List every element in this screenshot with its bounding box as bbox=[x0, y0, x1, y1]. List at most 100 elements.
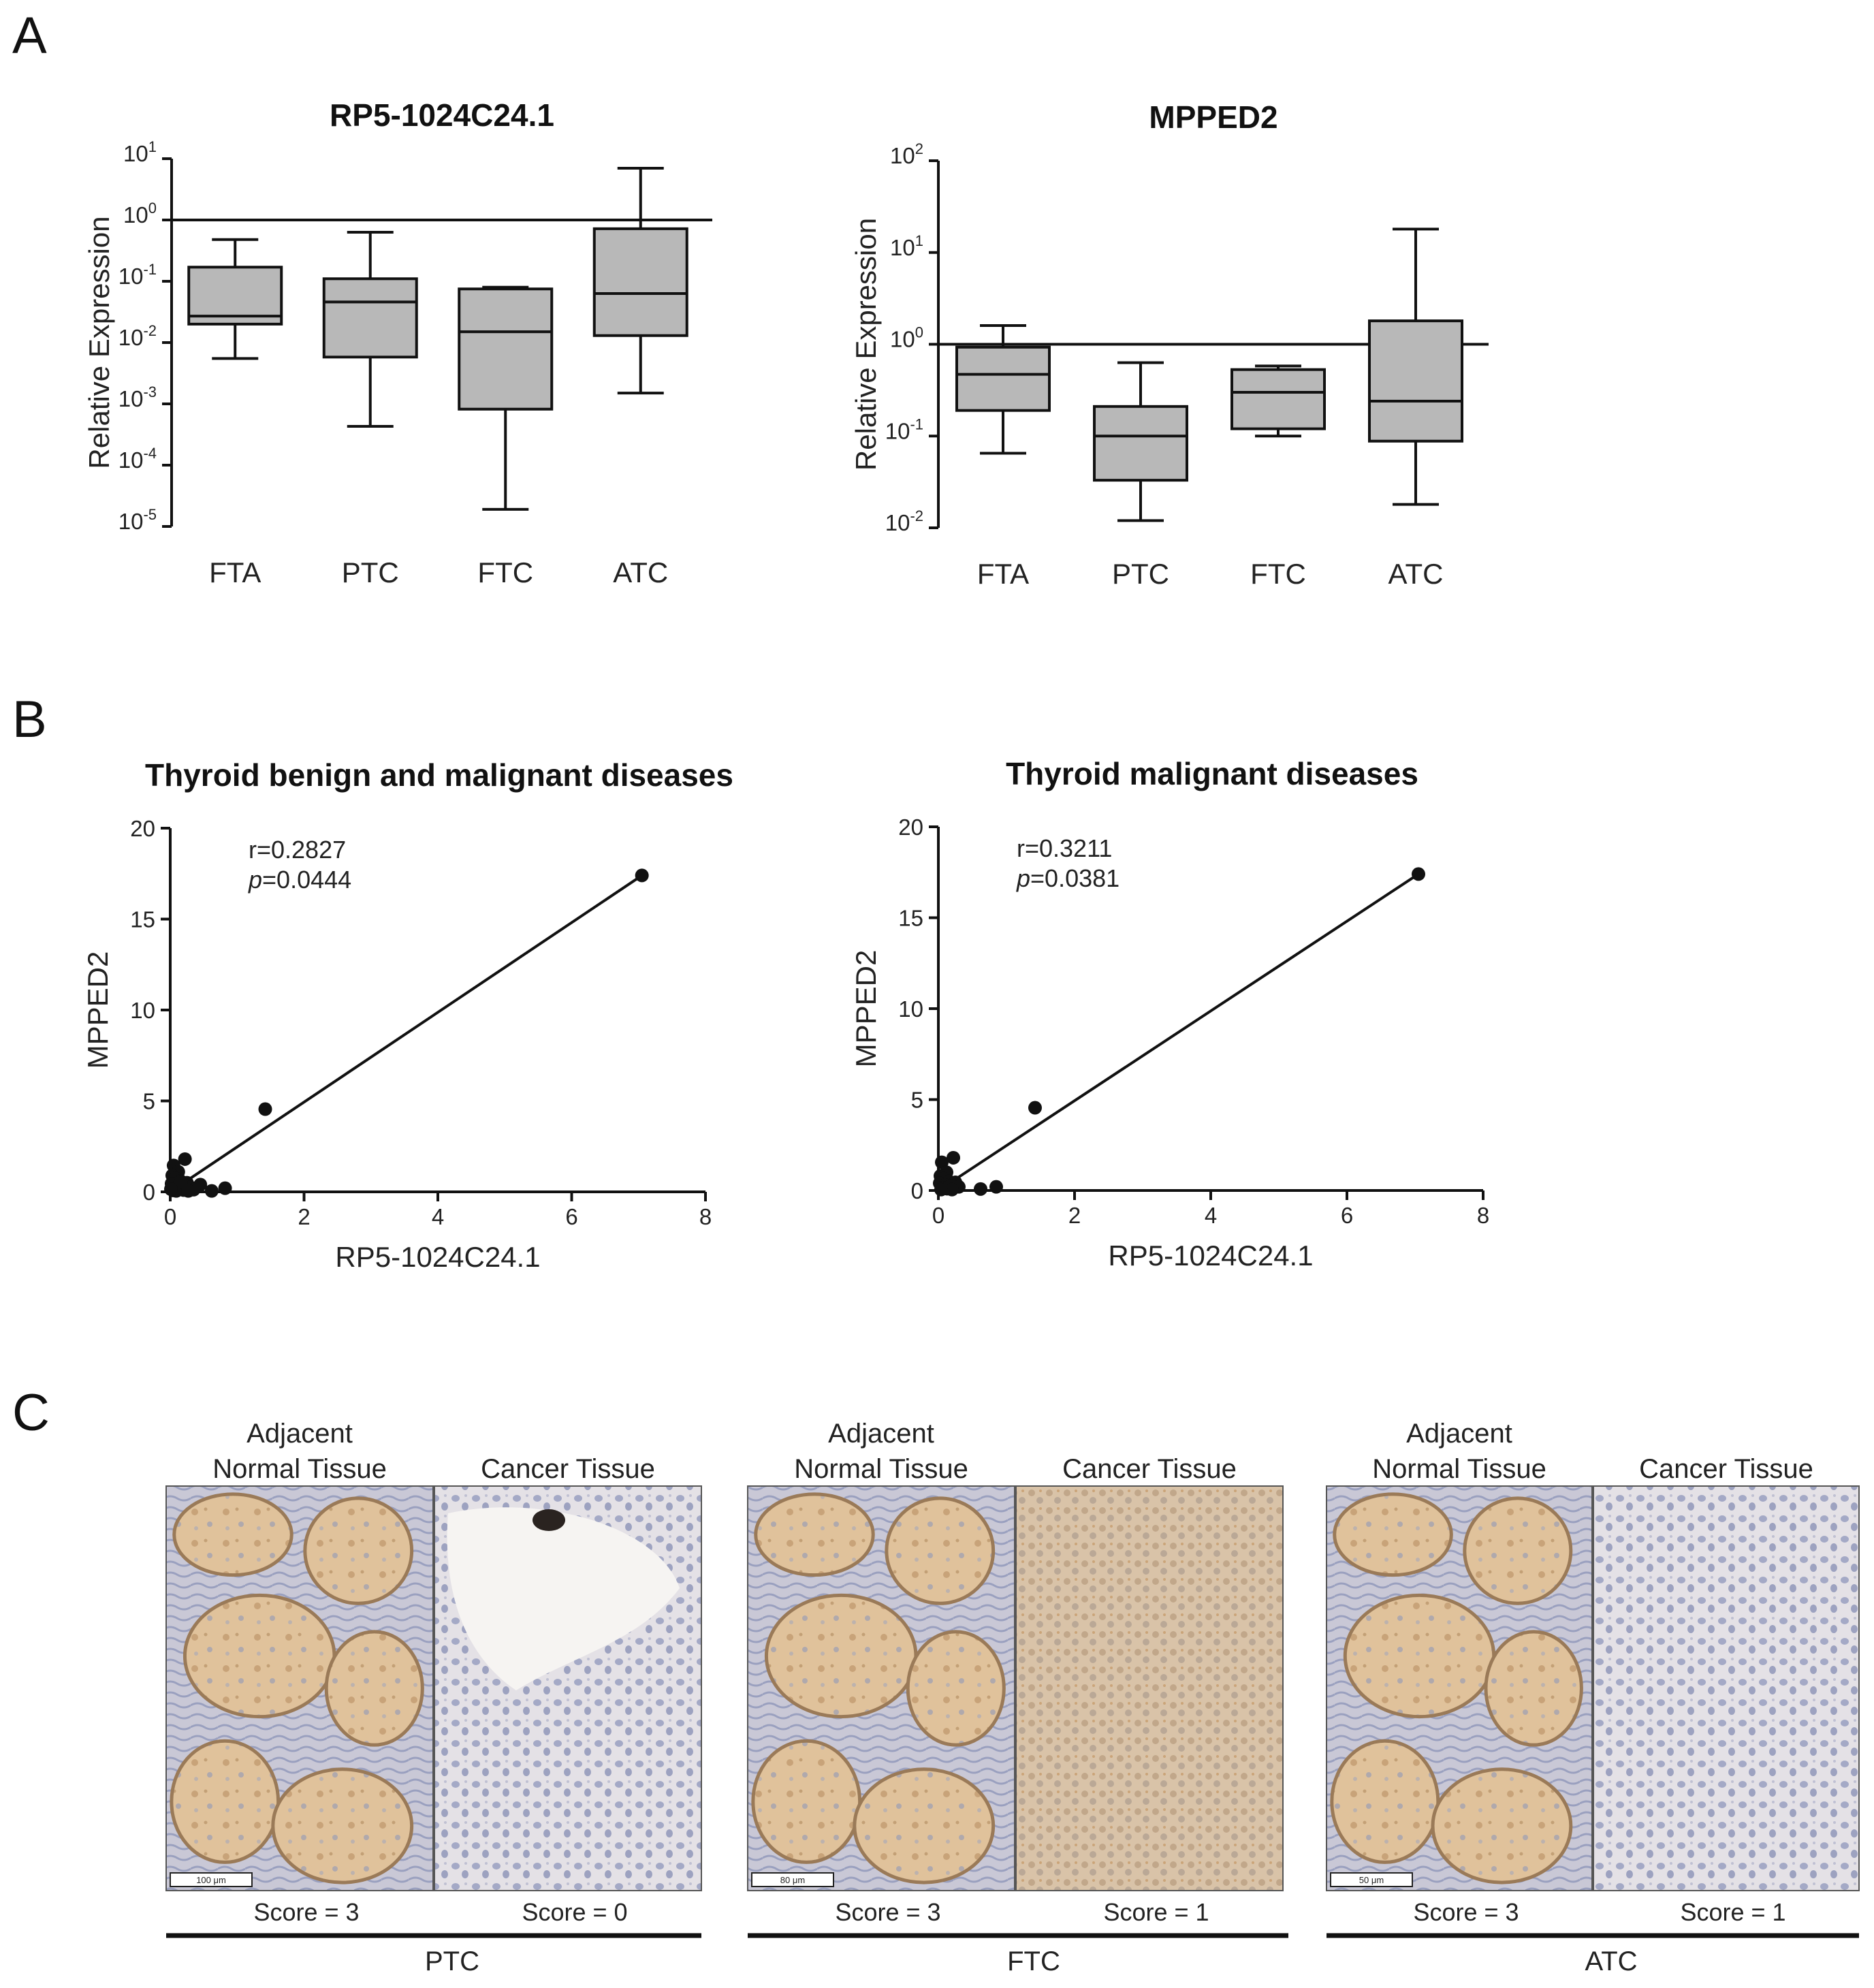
normal-tissue-image: 50 μm bbox=[1326, 1485, 1593, 1891]
data-point bbox=[178, 1152, 192, 1166]
follicle bbox=[754, 1492, 875, 1577]
debris bbox=[533, 1509, 565, 1531]
cancer-label: Cancer Tissue bbox=[1639, 1454, 1813, 1484]
score-normal: Score = 3 bbox=[835, 1898, 940, 1926]
y-axis-label: MPPED2 bbox=[850, 950, 882, 1068]
data-point bbox=[947, 1150, 960, 1165]
follicle bbox=[172, 1492, 293, 1577]
score-cancer: Score = 1 bbox=[1103, 1898, 1209, 1926]
scatter-malignant: Thyroid malignant diseases 0 5 10 15 20 0 2 4 6 8 R… bbox=[850, 756, 1489, 1272]
ihc-panel: Adjacent Normal Tissue Cancer Tissue 100 μm… bbox=[165, 1419, 1860, 1976]
iqr-box bbox=[1093, 405, 1188, 482]
image-border bbox=[165, 1485, 434, 1891]
cancer-label: Cancer Tissue bbox=[481, 1454, 655, 1484]
y-tick-label: 10 bbox=[130, 998, 155, 1023]
x-tick-label: 8 bbox=[699, 1204, 712, 1229]
y-tick-label: 10-3 bbox=[118, 383, 157, 411]
score-cancer: Score = 0 bbox=[522, 1898, 627, 1926]
adjacent-label-line1: Adjacent bbox=[247, 1419, 353, 1449]
data-point bbox=[989, 1180, 1003, 1194]
ihc-group-ftc: Adjacent Normal Tissue Cancer Tissue 80 μm S… bbox=[747, 1419, 1288, 1976]
follicle bbox=[764, 1593, 918, 1719]
x-category-label: ATC bbox=[613, 556, 668, 588]
box-plot-mpped2: MPPED2 102 101 100 10-1 10-2 Relative Expressi… bbox=[850, 99, 1489, 590]
correlation-r: r=0.2827 bbox=[249, 836, 346, 864]
box-atc bbox=[592, 166, 688, 395]
data-point bbox=[174, 1175, 188, 1189]
data-point bbox=[934, 1182, 948, 1197]
iqr-box bbox=[1368, 319, 1463, 443]
y-axis-label: Relative Expression bbox=[83, 216, 115, 469]
normal-tissue-image: 80 μm bbox=[747, 1485, 1015, 1891]
ihc-group-atc: Adjacent Normal Tissue Cancer Tissue 50 μm S… bbox=[1326, 1419, 1860, 1976]
score-cancer: Score = 1 bbox=[1680, 1898, 1785, 1926]
data-point bbox=[218, 1181, 232, 1195]
scale-bar-label: 50 μm bbox=[1359, 1875, 1384, 1885]
box-fta bbox=[187, 238, 283, 360]
follicle bbox=[303, 1496, 414, 1605]
data-point bbox=[1412, 867, 1425, 881]
x-category-label: FTC bbox=[477, 556, 533, 588]
scale-bar-label: 100 μm bbox=[196, 1875, 226, 1885]
y-tick-label: 100 bbox=[890, 324, 923, 352]
data-point bbox=[1028, 1101, 1042, 1115]
adjacent-label-line1: Adjacent bbox=[828, 1419, 934, 1449]
scale-bar bbox=[751, 1872, 834, 1887]
box-ptc bbox=[1093, 361, 1188, 522]
p-value: p=0.0444 bbox=[248, 866, 351, 894]
y-tick-label: 10-4 bbox=[118, 445, 157, 473]
data-point bbox=[258, 1102, 272, 1116]
x-tick-label: 0 bbox=[932, 1203, 944, 1228]
cancer-cells bbox=[1593, 1486, 1859, 1891]
cancer-label: Cancer Tissue bbox=[1062, 1454, 1237, 1484]
y-tick-label: 10 bbox=[898, 996, 923, 1022]
x-tick-label: 4 bbox=[1205, 1203, 1217, 1228]
chart-title: Thyroid malignant diseases bbox=[1006, 756, 1418, 791]
score-normal: Score = 3 bbox=[1413, 1898, 1519, 1926]
cancer-tissue-image bbox=[434, 1485, 702, 1891]
scale-bar bbox=[1330, 1872, 1413, 1887]
y-axis-label: MPPED2 bbox=[82, 951, 114, 1069]
box-plot-rp5: RP5-1024C24.1 101 100 10-1 10-2 10-3 10-4 10-5 R… bbox=[83, 97, 712, 588]
cancer-cells bbox=[1016, 1486, 1283, 1891]
follicle bbox=[885, 1496, 996, 1605]
x-axis-label: RP5-1024C24.1 bbox=[335, 1241, 540, 1273]
box-ftc bbox=[458, 285, 554, 511]
chart-title: MPPED2 bbox=[1149, 99, 1277, 135]
y-tick-label: 102 bbox=[890, 140, 923, 168]
scatter-benign-malignant: Thyroid benign and malignant diseases 0 5 1… bbox=[82, 757, 733, 1273]
group-label: PTC bbox=[425, 1946, 479, 1976]
correlation-r: r=0.3211 bbox=[1017, 834, 1112, 862]
x-tick-label: 6 bbox=[565, 1204, 577, 1229]
adjacent-label-line2: Normal Tissue bbox=[794, 1454, 968, 1484]
image-border bbox=[1015, 1485, 1284, 1891]
x-tick-label: 0 bbox=[164, 1204, 176, 1229]
score-normal: Score = 3 bbox=[253, 1898, 359, 1926]
group-label: FTC bbox=[1007, 1946, 1060, 1976]
follicle bbox=[1431, 1767, 1573, 1884]
y-tick-label: 10-5 bbox=[118, 506, 157, 534]
data-point bbox=[945, 1182, 959, 1197]
follicle bbox=[324, 1630, 424, 1747]
y-tick-label: 15 bbox=[130, 907, 155, 932]
follicle bbox=[751, 1739, 862, 1864]
follicle bbox=[1463, 1496, 1573, 1605]
data-point bbox=[181, 1184, 195, 1198]
x-tick-label: 2 bbox=[298, 1204, 310, 1229]
image-border bbox=[747, 1485, 1015, 1891]
iqr-box bbox=[322, 277, 418, 359]
box-atc bbox=[1368, 227, 1463, 506]
group-label: ATC bbox=[1585, 1946, 1637, 1976]
follicle bbox=[170, 1739, 281, 1864]
adjacent-label-line2: Normal Tissue bbox=[1372, 1454, 1546, 1484]
y-tick-label: 10-1 bbox=[118, 261, 157, 289]
y-tick-label: 5 bbox=[143, 1089, 155, 1114]
image-border bbox=[1326, 1485, 1593, 1891]
y-axis-label: Relative Expression bbox=[850, 218, 882, 471]
follicle bbox=[1333, 1492, 1453, 1577]
normal-tissue-image: 100 μm bbox=[165, 1485, 434, 1891]
p-value: p=0.0381 bbox=[1016, 864, 1119, 892]
x-tick-label: 6 bbox=[1341, 1203, 1353, 1228]
scale-bar-label: 80 μm bbox=[780, 1875, 805, 1885]
